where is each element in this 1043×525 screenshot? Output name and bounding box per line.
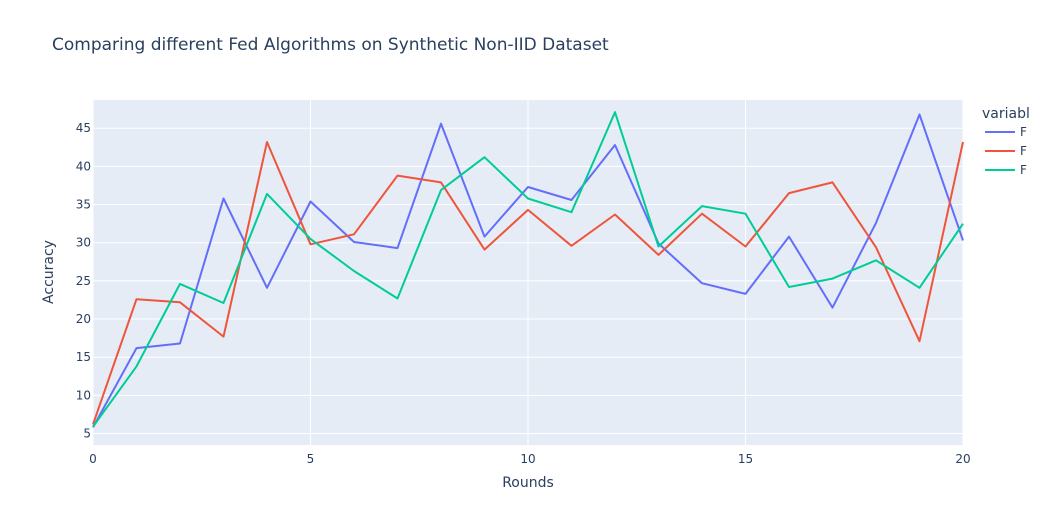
y-tick-label: 20 — [76, 312, 91, 326]
legend: variabl FFF — [982, 106, 1030, 177]
x-tick-label: 20 — [955, 452, 970, 466]
chart-title: Comparing different Fed Algorithms on Sy… — [52, 35, 609, 55]
series-line-3 — [92, 111, 964, 428]
x-tick-label: 0 — [89, 452, 97, 466]
x-tick-label: 15 — [738, 452, 753, 466]
legend-label-1: F — [1020, 125, 1027, 139]
y-tick-label: 40 — [76, 159, 91, 173]
legend-title: variabl — [982, 106, 1030, 122]
x-tick-label: 10 — [520, 452, 535, 466]
y-axis-title: Accuracy — [41, 240, 57, 304]
series-lines — [92, 111, 964, 428]
x-axis-ticks: 0 5 10 15 20 — [89, 452, 970, 466]
y-axis-ticks: 5 10 15 20 25 30 35 40 45 — [76, 121, 91, 440]
y-tick-label: 5 — [83, 427, 91, 441]
series-line-2 — [92, 141, 964, 425]
y-tick-label: 10 — [76, 388, 91, 402]
y-tick-label: 15 — [76, 350, 91, 364]
legend-label-3: F — [1020, 163, 1027, 177]
legend-label-2: F — [1020, 144, 1027, 158]
x-axis-title: Rounds — [502, 475, 554, 491]
y-tick-label: 35 — [76, 198, 91, 212]
series-line-1 — [92, 113, 964, 428]
y-tick-label: 30 — [76, 236, 91, 250]
x-tick-label: 5 — [307, 452, 315, 466]
y-tick-label: 25 — [76, 274, 91, 288]
y-tick-label: 45 — [76, 121, 91, 135]
